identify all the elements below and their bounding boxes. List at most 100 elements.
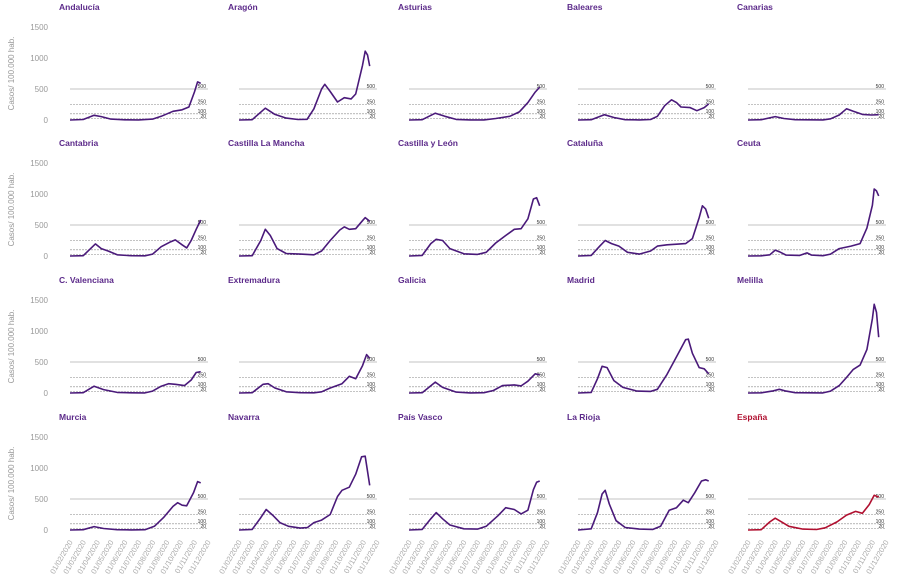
panel-title: La Rioja [567, 412, 600, 422]
series-line [238, 50, 371, 121]
reference-label: 500 [367, 220, 376, 226]
reference-label: 250 [198, 510, 207, 516]
series-line [238, 353, 371, 394]
reference-label: 20 [539, 387, 545, 393]
y-tick-label: 1000 [30, 327, 48, 336]
series-line [577, 99, 710, 121]
reference-label: 250 [367, 510, 376, 516]
reference-label: 500 [706, 220, 715, 226]
y-tick-label: 1000 [30, 54, 48, 63]
reference-label: 250 [876, 100, 885, 106]
reference-label: 500 [876, 84, 885, 90]
series-line [747, 494, 879, 531]
series-line [577, 205, 710, 257]
y-tick-label: 1500 [30, 23, 48, 32]
reference-label: 250 [367, 236, 376, 242]
series-line [408, 86, 541, 121]
reference-label: 250 [198, 100, 207, 106]
y-axis-label: Casos/ 100.000 hab. [7, 447, 16, 521]
reference-label: 100 [876, 245, 885, 251]
reference-label: 100 [537, 382, 546, 388]
y-tick-label: 1000 [30, 190, 48, 199]
panel-title: Ceuta [737, 138, 761, 148]
reference-label: 500 [706, 357, 715, 363]
reference-label: 100 [367, 245, 376, 251]
reference-label: 500 [876, 494, 885, 500]
y-tick-label: 0 [44, 252, 49, 261]
panel-title: País Vasco [398, 412, 442, 422]
series-line [238, 216, 371, 257]
reference-label: 20 [878, 524, 884, 530]
panel-title: Baleares [567, 2, 603, 12]
reference-label: 500 [198, 84, 207, 90]
panel-title: Extremadura [228, 275, 280, 285]
reference-label: 500 [367, 357, 376, 363]
panel-title: Aragón [228, 2, 258, 12]
reference-label: 100 [706, 382, 715, 388]
reference-label: 500 [706, 494, 715, 500]
panel-title: Galicia [398, 275, 426, 285]
reference-label: 500 [537, 84, 546, 90]
y-axis-label: Casos/ 100.000 hab. [7, 173, 16, 247]
reference-label: 250 [537, 510, 546, 516]
reference-label: 250 [367, 100, 376, 106]
reference-label: 20 [369, 387, 375, 393]
y-tick-label: 1000 [30, 464, 48, 473]
reference-label: 500 [198, 494, 207, 500]
panel-title: Navarra [228, 412, 260, 422]
y-tick-label: 500 [35, 358, 49, 367]
reference-label: 100 [367, 109, 376, 115]
series-line [69, 370, 201, 394]
series-line [238, 455, 371, 531]
y-axis-label: Casos/ 100.000 hab. [7, 37, 16, 111]
reference-label: 250 [706, 373, 715, 379]
y-tick-label: 500 [35, 495, 49, 504]
reference-label: 250 [876, 373, 885, 379]
reference-label: 20 [708, 524, 714, 530]
panel-title: C. Valenciana [59, 275, 114, 285]
reference-label: 500 [876, 220, 885, 226]
panel-title: Murcia [59, 412, 87, 422]
panel-title: Melilla [737, 275, 763, 285]
reference-label: 100 [706, 519, 715, 525]
series-line [69, 81, 202, 121]
reference-label: 100 [198, 245, 207, 251]
y-tick-label: 0 [44, 389, 49, 398]
panel-title: Cataluña [567, 138, 603, 148]
panel-title: Andalucía [59, 2, 100, 12]
series-line [69, 219, 202, 257]
y-tick-label: 1500 [30, 159, 48, 168]
reference-label: 100 [537, 519, 546, 525]
reference-label: 250 [706, 510, 715, 516]
reference-label: 20 [369, 250, 375, 256]
reference-label: 20 [539, 250, 545, 256]
reference-label: 20 [878, 387, 884, 393]
reference-label: 100 [367, 382, 376, 388]
panel-title: Madrid [567, 275, 595, 285]
series-line [747, 108, 879, 121]
reference-label: 500 [198, 357, 207, 363]
series-line [408, 372, 540, 394]
reference-label: 20 [200, 387, 206, 393]
series-line [747, 303, 880, 394]
reference-label: 20 [200, 524, 206, 530]
panel-title: Canarias [737, 2, 773, 12]
reference-label: 250 [537, 100, 546, 106]
y-tick-label: 0 [44, 116, 49, 125]
series-line [577, 478, 709, 531]
reference-label: 100 [876, 109, 885, 115]
series-line [408, 196, 541, 257]
reference-label: 500 [537, 357, 546, 363]
reference-label: 500 [537, 220, 546, 226]
panel: España5002501002001/02/202001/03/202001/… [726, 412, 891, 576]
